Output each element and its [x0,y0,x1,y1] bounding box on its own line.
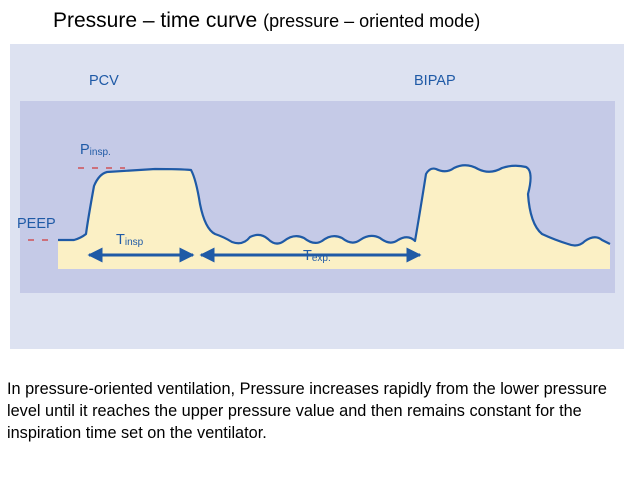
p-insp-label-sub: insp. [90,147,111,158]
slide-title: Pressure – time curve (pressure – orient… [53,9,480,33]
pressure-time-diagram: PCV BIPAP Pinsp. PEEP Tinsp Texp. [17,73,615,293]
t-exp-label-sub: exp. [312,253,331,264]
t-insp-label-base: T [116,232,125,248]
p-insp-label: Pinsp. [80,142,111,158]
t-exp-label: Texp. [303,248,331,264]
p-insp-label-base: P [80,142,90,158]
t-exp-label-base: T [303,248,312,264]
title-main: Pressure – time curve [53,9,258,32]
mode-label-bipap: BIPAP [414,73,456,89]
t-insp-label-sub: insp [125,237,144,248]
pressure-curve [58,164,611,247]
pressure-area-fill [58,165,610,269]
title-subtitle: (pressure – oriented mode) [263,11,481,31]
pressure-time-figure: PCV BIPAP Pinsp. PEEP Tinsp Texp. [10,44,624,349]
peep-label: PEEP [17,216,56,232]
t-insp-label: Tinsp [116,232,144,248]
mode-label-pcv: PCV [89,73,119,89]
caption: In pressure-oriented ventilation, Pressu… [7,380,607,442]
